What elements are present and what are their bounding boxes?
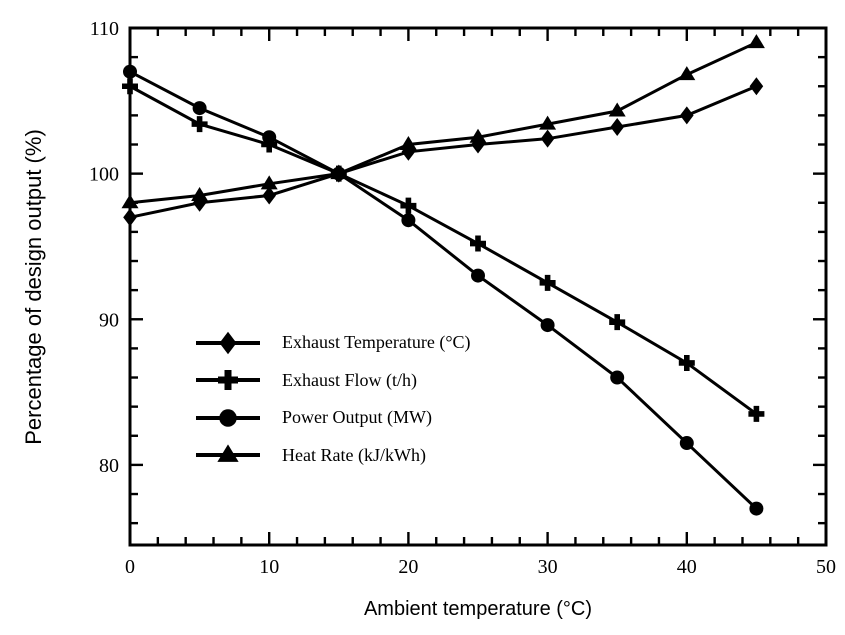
plot-frame	[128, 26, 828, 547]
plus-marker	[191, 116, 208, 133]
diamond-marker	[123, 208, 137, 227]
x-axis-title: Ambient temperature (°C)	[363, 598, 593, 620]
diamond-marker	[540, 129, 555, 148]
x-tick-label: 50	[816, 556, 836, 578]
circle-marker	[610, 370, 625, 385]
circle-marker	[679, 436, 694, 451]
plus-marker	[470, 235, 487, 252]
circle-marker-icon	[196, 409, 260, 427]
legend-item-exhaust-temperature: Exhaust Temperature (°C)	[195, 324, 471, 362]
plus-marker	[218, 370, 238, 391]
triangle-marker	[121, 194, 139, 209]
x-tick-label: 10	[259, 556, 279, 578]
y-axis-title: Percentage of design output (%)	[21, 129, 46, 445]
plus-marker	[678, 354, 695, 371]
tick-labels: 0 10 20 30 40 50 80 90 100 110	[89, 18, 836, 578]
diamond-marker	[680, 106, 694, 125]
y-tick-label: 90	[99, 309, 119, 331]
series-diamond	[123, 77, 764, 227]
y-tick-label: 100	[89, 164, 119, 186]
circle-marker	[401, 213, 416, 228]
plus-marker	[261, 136, 278, 153]
series-line-3	[129, 41, 758, 205]
legend-label-power-output: Power Output (MW)	[282, 407, 432, 428]
series-line-1	[129, 84, 758, 416]
plus-marker	[748, 405, 765, 422]
triangle-marker	[608, 102, 626, 117]
triangle-marker	[260, 175, 278, 190]
legend-item-power-output: Power Output (MW)	[195, 399, 471, 437]
x-tick-label: 20	[398, 556, 418, 578]
legend-label-exhaust-flow: Exhaust Flow (t/h)	[282, 369, 417, 390]
triangle-marker	[399, 136, 417, 151]
triangle-marker	[217, 444, 239, 463]
triangle-marker-icon	[196, 444, 260, 463]
diamond-marker	[262, 186, 276, 205]
series-triangle	[121, 34, 765, 209]
diamond-marker	[219, 331, 237, 354]
circle-marker	[192, 101, 207, 116]
triangle-marker	[469, 128, 487, 143]
triangle-marker	[678, 66, 696, 81]
triangle-marker	[330, 165, 348, 180]
plus-marker	[539, 274, 556, 291]
axis-ticks	[130, 26, 826, 545]
legend-item-exhaust-flow: Exhaust Flow (t/h)	[195, 362, 471, 400]
circle-marker	[123, 64, 137, 79]
legend-item-heat-rate: Heat Rate (kJ/kWh)	[195, 437, 471, 475]
legend-label-exhaust-temperature: Exhaust Temperature (°C)	[282, 332, 471, 353]
diamond-marker	[610, 118, 624, 137]
triangle-marker	[747, 34, 765, 49]
y-tick-label: 110	[90, 18, 119, 40]
series-line-2	[129, 70, 758, 510]
x-tick-label: 30	[538, 556, 558, 578]
plus-marker	[609, 314, 626, 331]
diamond-marker-icon	[196, 331, 260, 354]
circle-marker	[262, 130, 277, 145]
circle-marker	[749, 501, 764, 516]
series-line-0	[129, 84, 757, 219]
y-tick-label: 80	[99, 455, 119, 477]
circle-marker	[540, 318, 555, 333]
x-tick-label: 0	[125, 556, 135, 578]
legend-label-heat-rate: Heat Rate (kJ/kWh)	[282, 444, 426, 465]
circle-marker	[219, 409, 237, 427]
circle-marker	[471, 268, 485, 283]
triangle-marker	[539, 115, 557, 130]
legend: Exhaust Temperature (°C) Exhaust Flow (t…	[195, 324, 471, 474]
triangle-marker	[191, 186, 209, 201]
plus-marker	[400, 197, 417, 214]
diamond-marker	[749, 77, 764, 96]
plus-marker	[122, 78, 138, 95]
series-circle	[123, 64, 764, 516]
plus-marker-icon	[196, 370, 260, 391]
x-tick-label: 40	[677, 556, 697, 578]
